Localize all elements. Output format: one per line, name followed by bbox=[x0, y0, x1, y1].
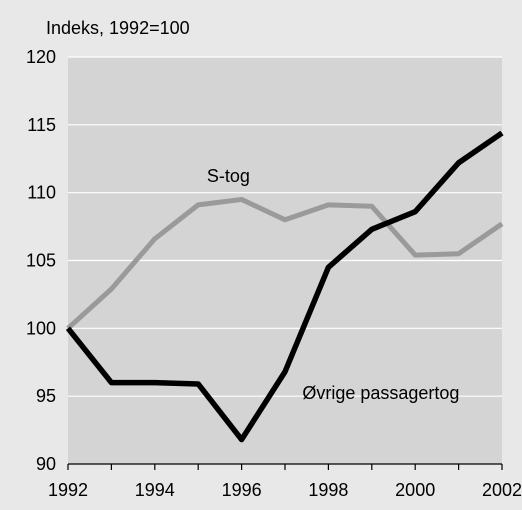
x-tick-label: 1996 bbox=[222, 480, 262, 500]
y-tick-label: 100 bbox=[26, 318, 56, 338]
x-tick-label: 2002 bbox=[482, 480, 522, 500]
y-axis-title: Indeks, 1992=100 bbox=[46, 18, 190, 38]
x-tick-label: 2000 bbox=[395, 480, 435, 500]
series-line-ovrige-passagertog bbox=[65, 130, 504, 443]
y-tick-label: 90 bbox=[36, 454, 56, 474]
series-line-s-tog bbox=[66, 196, 504, 331]
x-tick-label: 1998 bbox=[308, 480, 348, 500]
y-tick-label: 110 bbox=[27, 183, 56, 203]
x-tick-label: 1994 bbox=[135, 480, 175, 500]
axes: 90 95 100 105 110 115 120 1992 1994 1996 1998 2000 2… bbox=[26, 47, 522, 500]
y-tick-label: 95 bbox=[36, 386, 56, 406]
y-tick-label: 115 bbox=[27, 115, 56, 135]
series-label-ovrige-passagertog: Øvrige passagertog bbox=[302, 383, 459, 403]
x-tick-label: 1992 bbox=[48, 480, 88, 500]
y-tick-label: 105 bbox=[26, 251, 56, 271]
series-lines bbox=[65, 130, 504, 443]
y-tick-label: 120 bbox=[26, 47, 56, 67]
series-label-s-tog: S-tog bbox=[207, 166, 250, 186]
